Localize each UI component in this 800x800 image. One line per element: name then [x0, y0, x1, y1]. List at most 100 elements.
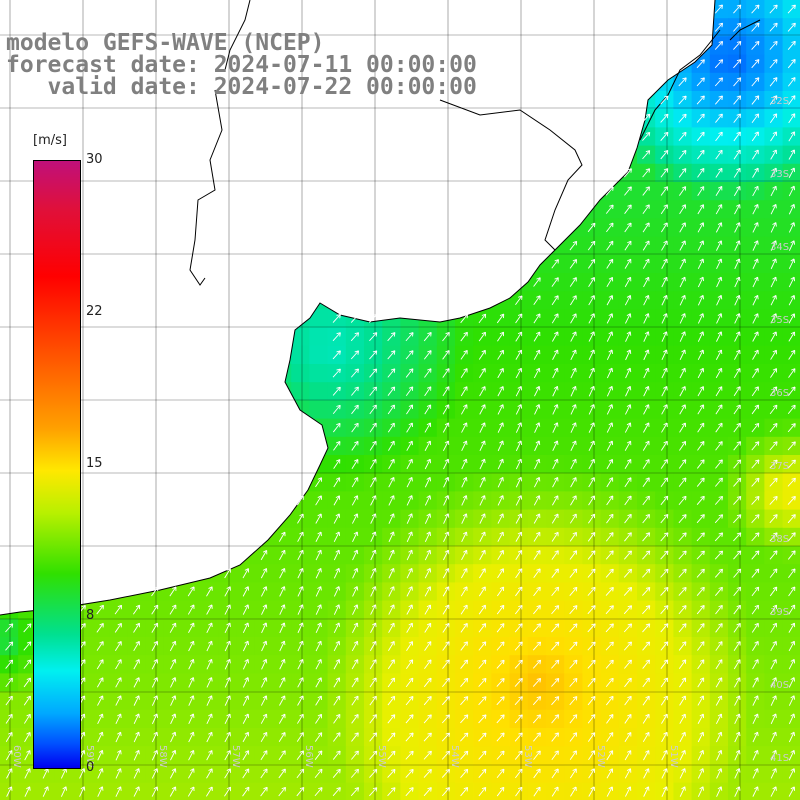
wind-arrow	[715, 659, 723, 670]
wind-arrow	[696, 477, 705, 487]
wind-arrow	[642, 477, 650, 488]
wind-arrow	[643, 331, 650, 342]
wind-arrow	[405, 732, 414, 742]
wind-arrow	[460, 787, 469, 797]
wind-arrow	[515, 495, 523, 506]
wind-arrow	[752, 294, 759, 306]
wind-arrow	[642, 677, 650, 688]
wind-arrow	[734, 313, 741, 324]
wind-arrow	[661, 258, 668, 269]
wind-arrow	[660, 459, 668, 469]
wind-arrow	[715, 641, 723, 651]
wind-arrow	[350, 350, 360, 360]
wind-arrow	[715, 131, 723, 142]
wind-arrow	[788, 222, 795, 233]
wind-arrow	[606, 750, 614, 761]
wind-arrow	[115, 768, 122, 779]
wind-arrow	[679, 204, 686, 215]
wind-arrow	[679, 349, 686, 361]
wind-arrow	[332, 313, 341, 323]
wind-arrow	[642, 695, 650, 706]
wind-arrow	[769, 568, 778, 578]
wind-arrow	[297, 713, 304, 724]
wind-arrow	[678, 514, 687, 524]
wind-arrow	[514, 604, 523, 615]
wind-arrow	[278, 713, 286, 724]
wind-arrow	[406, 513, 413, 524]
wind-arrow	[714, 40, 724, 50]
wind-arrow	[406, 567, 413, 579]
wind-arrow	[187, 586, 195, 597]
wind-arrow	[605, 186, 614, 196]
wind-arrow	[788, 768, 796, 779]
wind-arrow	[696, 623, 705, 633]
wind-arrow	[624, 440, 632, 451]
wind-arrow	[333, 713, 341, 724]
wind-arrow	[660, 659, 669, 669]
wind-arrow	[569, 677, 578, 687]
wind-arrow	[660, 131, 669, 141]
wind-arrow	[497, 367, 504, 379]
wind-arrow	[769, 113, 778, 124]
wind-arrow	[623, 550, 632, 560]
wind-arrow	[24, 786, 31, 797]
wind-arrow	[296, 750, 304, 761]
wind-arrow	[625, 331, 632, 342]
wind-arrow	[442, 368, 450, 378]
wind-arrow	[788, 586, 796, 597]
wind-arrow	[478, 623, 487, 633]
wind-arrow	[424, 513, 431, 524]
wind-arrow	[716, 749, 723, 761]
wind-arrow	[696, 550, 705, 560]
wind-arrow	[478, 677, 487, 687]
wind-arrow	[514, 696, 523, 706]
wind-arrow	[770, 331, 777, 342]
wind-arrow	[151, 695, 158, 706]
wind-arrow	[350, 332, 360, 342]
wind-arrow	[770, 731, 777, 743]
colorbar-tick-0: 0	[86, 760, 95, 775]
wind-arrow	[533, 295, 541, 306]
wind-arrow	[460, 313, 469, 324]
wind-arrow	[514, 732, 523, 742]
lat-label: 32S	[770, 96, 789, 107]
wind-arrow	[642, 641, 651, 651]
wind-arrow	[97, 786, 104, 797]
wind-arrow	[678, 586, 687, 596]
wind-arrow	[333, 531, 341, 543]
wind-arrow	[297, 695, 304, 706]
wind-arrow	[770, 604, 778, 615]
wind-arrow	[588, 367, 595, 379]
wind-arrow	[170, 659, 177, 670]
wind-arrow	[588, 295, 595, 306]
wind-arrow	[387, 695, 396, 706]
wind-arrow	[569, 550, 578, 560]
wind-arrow	[733, 40, 742, 50]
wind-arrow	[479, 495, 486, 506]
wind-arrow	[97, 731, 104, 743]
wind-arrow	[169, 604, 177, 615]
wind-arrow	[734, 749, 741, 761]
wind-arrow	[696, 40, 705, 50]
wind-arrow	[260, 768, 268, 779]
wind-arrow	[716, 786, 723, 797]
wind-arrow	[515, 531, 523, 542]
wind-arrow	[206, 713, 213, 725]
wind-arrow	[551, 714, 560, 724]
wind-arrow	[370, 567, 377, 579]
wind-arrow	[297, 659, 304, 670]
wind-arrow	[660, 477, 669, 487]
wind-arrow	[278, 786, 286, 797]
wind-arrow	[660, 641, 669, 651]
wind-arrow	[660, 677, 668, 688]
wind-arrow	[551, 750, 559, 760]
wind-arrow	[224, 786, 232, 797]
wind-arrow	[660, 514, 669, 524]
wind-arrow	[697, 186, 705, 196]
wind-arrow	[478, 768, 487, 778]
wind-arrow	[332, 386, 341, 396]
wind-arrow	[624, 186, 632, 196]
wind-arrow	[315, 549, 322, 561]
wind-arrow	[424, 386, 432, 397]
wind-arrow	[623, 568, 632, 578]
